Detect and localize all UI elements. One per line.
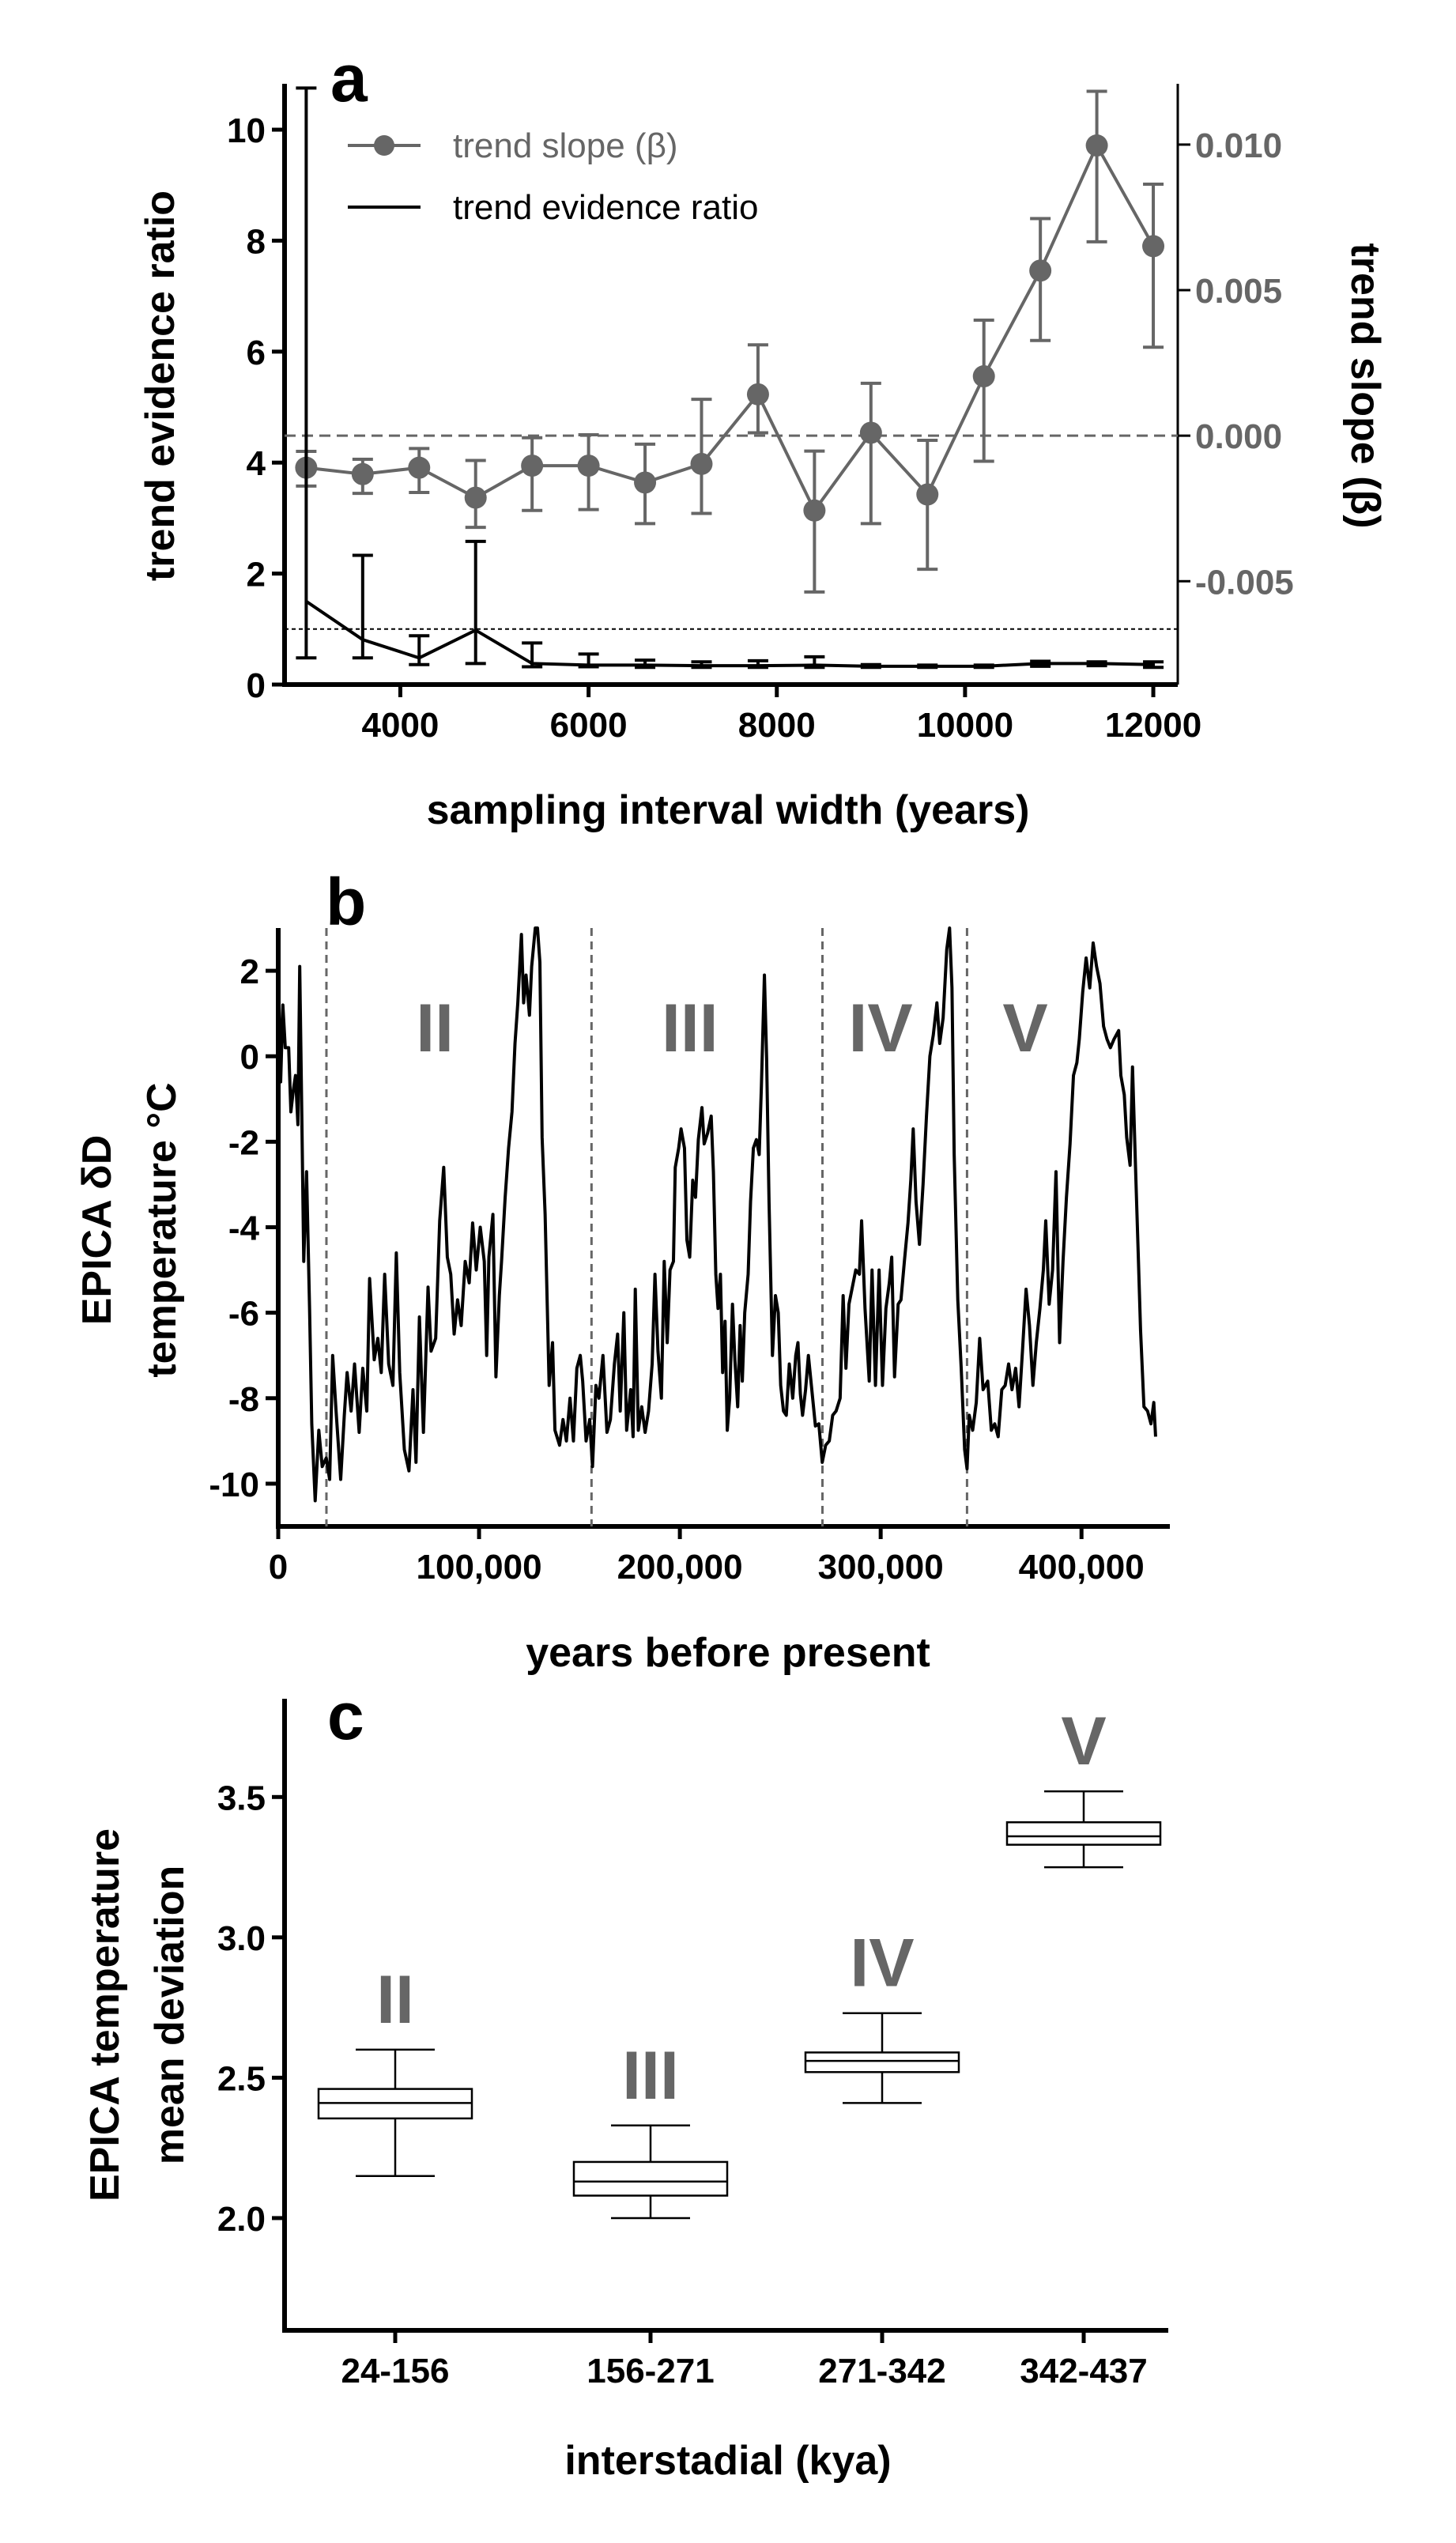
panel-b-ytick-label: -6	[228, 1295, 259, 1334]
panel-c-box-label: III	[622, 2038, 679, 2114]
panel-b-ylabel-line2: temperature °C	[139, 1082, 185, 1377]
panel-a-ytick-label: 0	[247, 666, 266, 705]
panel-a-y2tick-label: -0.005	[1195, 563, 1294, 602]
panel-b-region-label: V	[1002, 990, 1047, 1066]
legend-slope-marker	[374, 135, 394, 156]
panel-a-y2label: trend slope (β)	[1342, 243, 1388, 528]
panel-a-slope-point	[1029, 259, 1052, 282]
legend-slope-label: trend slope (β)	[453, 126, 678, 165]
panel-b-region-label: II	[416, 990, 454, 1066]
panel-letter-c: c	[327, 1679, 364, 1753]
panel-c-box-label: IV	[850, 1926, 914, 2002]
panel-a-slope-point	[916, 483, 939, 506]
panel-a-slope-point	[464, 486, 487, 509]
panel-letter-a: a	[330, 41, 368, 115]
panel-a-slope-point	[972, 365, 995, 388]
panel-c-ytick-label: 2.5	[217, 2059, 266, 2098]
panel-c-xtick-label: 156-271	[587, 2352, 714, 2390]
legend-evidence-label: trend evidence ratio	[453, 188, 758, 227]
legend: trend slope (β) trend evidence ratio	[348, 126, 758, 227]
panel-a-ytick-label: 10	[227, 111, 266, 150]
panel-a-xtick-label: 4000	[362, 706, 439, 745]
panel-c-box-label: V	[1061, 1704, 1106, 1779]
panel-a-ytick-label: 4	[247, 444, 266, 483]
panel-a-slope-point	[408, 456, 431, 479]
panel-a-slope-point	[690, 452, 713, 475]
panel-b-temperature-line	[277, 926, 1157, 1503]
panel-a-ytick-label: 8	[247, 222, 266, 261]
panel-a-slope-point	[1085, 134, 1108, 157]
panel-c-xlabel: interstadial (kya)	[564, 2438, 891, 2484]
panel-b-xtick-label: 200,000	[617, 1548, 743, 1587]
panel-a-evidence-line	[305, 600, 1154, 668]
panel-a-slope-point	[1142, 235, 1165, 258]
panel-a-ytick-label: 2	[247, 556, 266, 594]
panel-b-ytick-label: -10	[209, 1466, 259, 1504]
panel-c-box	[572, 2160, 729, 2197]
panel-b-region-label: IV	[849, 990, 913, 1066]
panel-c-box	[804, 2051, 960, 2073]
panel-b-ylabel-line1: EPICA δD	[74, 1135, 120, 1326]
panel-a-xtick-label: 12000	[1105, 706, 1201, 745]
panel-a-ytick-label: 6	[247, 334, 266, 372]
panel-c-ytick-label: 2.0	[217, 2200, 266, 2239]
panel-b-xtick-label: 0	[269, 1548, 288, 1587]
panel-b-xtick-label: 400,000	[1019, 1548, 1145, 1587]
panel-a-slope-point	[634, 471, 657, 494]
panel-b-ytick-label: 0	[240, 1038, 259, 1077]
panel-a-ylabel: trend evidence ratio	[138, 191, 183, 581]
panel-c-ylabel-line1: EPICA temperature	[82, 1828, 128, 2202]
panel-c-box-label: II	[376, 1962, 414, 2038]
panel-c-xtick-label: 24-156	[341, 2352, 449, 2390]
panel-letter-b: b	[326, 865, 366, 939]
panel-b-region-label: III	[662, 990, 719, 1066]
panel-a-slope-point	[521, 455, 544, 477]
panel-a-slope-point	[577, 455, 600, 477]
panel-b-ytick-label: 2	[240, 953, 259, 991]
panel-b-ytick-label: -4	[228, 1209, 260, 1248]
panel-b-ytick-label: -8	[228, 1380, 259, 1419]
panel-a-xtick-label: 10000	[917, 706, 1013, 745]
panel-b-xtick-label: 300,000	[818, 1548, 944, 1587]
panel-c-xtick-label: 342-437	[1020, 2352, 1147, 2390]
panel-a-slope-point	[859, 421, 882, 444]
panel-a-y2tick-label: 0.005	[1195, 272, 1282, 311]
panel-a-slope-point	[746, 383, 769, 406]
panel-c-box	[1005, 1820, 1162, 1846]
chart-marks: 0 2 4 6 8 10 0.010 0.005 0.000 -0.005 4000 6000 8000…	[209, 84, 1294, 2390]
panel-a-slope-line	[306, 141, 1155, 514]
panel-c-ytick-label: 3.5	[217, 1779, 266, 1817]
panel-a-slope-point	[803, 499, 826, 522]
panel-c-ylabel-line2: mean deviation	[147, 1866, 193, 2165]
panel-c-xtick-label: 271-342	[818, 2352, 945, 2390]
panel-a-xtick-label: 6000	[550, 706, 628, 745]
panel-a-slope-point	[351, 462, 374, 485]
panel-a-y2tick-label: 0.010	[1195, 126, 1282, 165]
panel-a-xtick-label: 8000	[738, 706, 816, 745]
panel-c-ytick-label: 3.0	[217, 1919, 266, 1958]
panel-a-y2tick-label: 0.000	[1195, 417, 1282, 456]
panel-b-xlabel: years before present	[526, 1630, 930, 1676]
panel-b-ytick-label: -2	[228, 1123, 259, 1162]
panel-b-xtick-label: 100,000	[417, 1548, 542, 1587]
panel-a-xlabel: sampling interval width (years)	[427, 787, 1030, 833]
